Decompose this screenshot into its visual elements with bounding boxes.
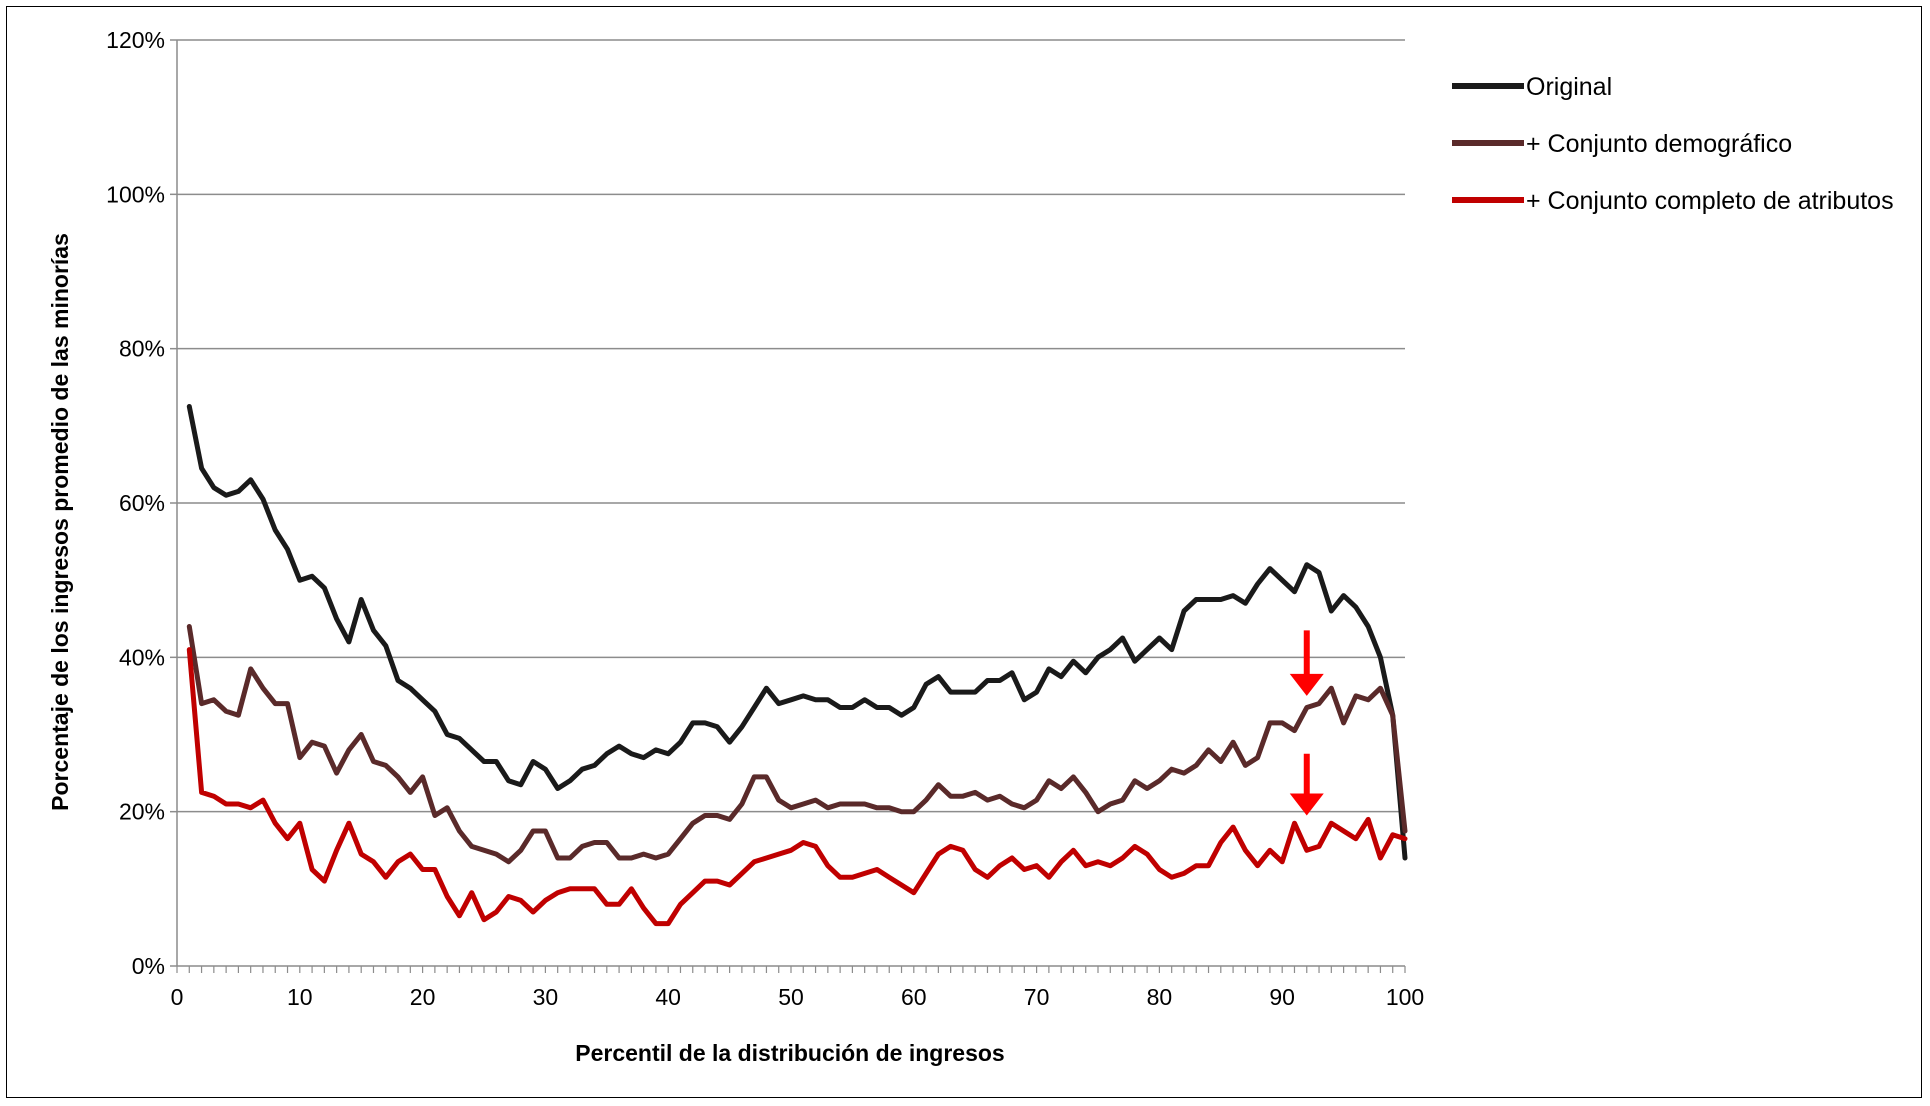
chart-frame — [6, 6, 1922, 1098]
x-tick-label: 80 — [1147, 984, 1173, 1010]
y-tick-label: 20% — [119, 799, 165, 825]
series-lines — [186, 404, 1408, 927]
y-tick-label: 40% — [119, 644, 165, 670]
series-line-3 — [186, 647, 1408, 927]
x-tick-label: 0 — [171, 984, 184, 1010]
y-tick-label: 60% — [119, 490, 165, 516]
annotation-arrow — [1289, 630, 1324, 696]
legend: Original + Conjunto demográfico + Conjunto… — [1452, 73, 1894, 215]
x-tick-label: 20 — [410, 984, 436, 1010]
annotation-arrow — [1289, 753, 1324, 816]
y-tick-label: 80% — [119, 336, 165, 362]
x-tick-label: 10 — [287, 984, 313, 1010]
x-tick-label: 100 — [1386, 984, 1424, 1010]
legend-label: + Conjunto demográfico — [1526, 130, 1792, 158]
x-tick-label: 70 — [1024, 984, 1050, 1010]
x-axis-title: Percentil de la distribución de ingresos — [575, 1040, 1004, 1066]
annotations — [1289, 630, 1324, 816]
x-tick-label: 90 — [1269, 984, 1295, 1010]
x-tick-label: 30 — [533, 984, 559, 1010]
x-tick-label: 50 — [778, 984, 804, 1010]
legend-label: + Conjunto completo de atributos — [1526, 187, 1894, 215]
y-tick-label: 100% — [106, 181, 165, 207]
y-tick-label: 0% — [132, 953, 165, 979]
series-line-2 — [186, 624, 1408, 865]
legend-label: Original — [1526, 73, 1612, 101]
y-tick-labels: 0% 20% 40% 60% 80% 100% 120% — [106, 27, 165, 979]
x-tick-label: 40 — [655, 984, 681, 1010]
series-line-1 — [186, 404, 1408, 861]
y-axis-title: Porcentaje de los ingresos promedio de l… — [47, 233, 73, 811]
x-tick-label: 60 — [901, 984, 927, 1010]
x-tick-labels: 0 10 20 30 40 50 60 70 80 90 100 — [171, 984, 1425, 1010]
axes — [170, 39, 1406, 973]
gridlines — [177, 39, 1405, 813]
arrow-head — [1289, 673, 1324, 696]
arrow-head — [1289, 793, 1324, 816]
y-tick-label: 120% — [106, 27, 165, 53]
